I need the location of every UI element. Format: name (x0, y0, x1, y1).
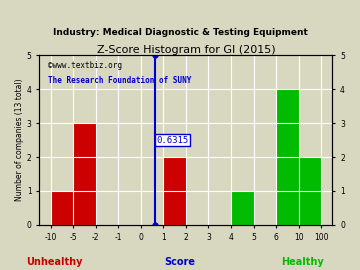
Text: Industry: Medical Diagnostic & Testing Equipment: Industry: Medical Diagnostic & Testing E… (53, 28, 307, 37)
Bar (299, 157, 321, 225)
Bar (163, 157, 186, 225)
Text: ©www.textbiz.org: ©www.textbiz.org (48, 60, 122, 70)
Bar (73, 123, 96, 225)
Text: 0.6315: 0.6315 (157, 136, 189, 145)
Text: The Research Foundation of SUNY: The Research Foundation of SUNY (48, 76, 192, 85)
Text: Unhealthy: Unhealthy (26, 257, 82, 267)
Text: Healthy: Healthy (281, 257, 324, 267)
Title: Z-Score Histogram for GI (2015): Z-Score Histogram for GI (2015) (96, 45, 275, 55)
Y-axis label: Number of companies (13 total): Number of companies (13 total) (15, 79, 24, 201)
Text: Score: Score (165, 257, 195, 267)
Bar (50, 191, 73, 225)
Bar (276, 89, 299, 225)
Bar (231, 191, 253, 225)
